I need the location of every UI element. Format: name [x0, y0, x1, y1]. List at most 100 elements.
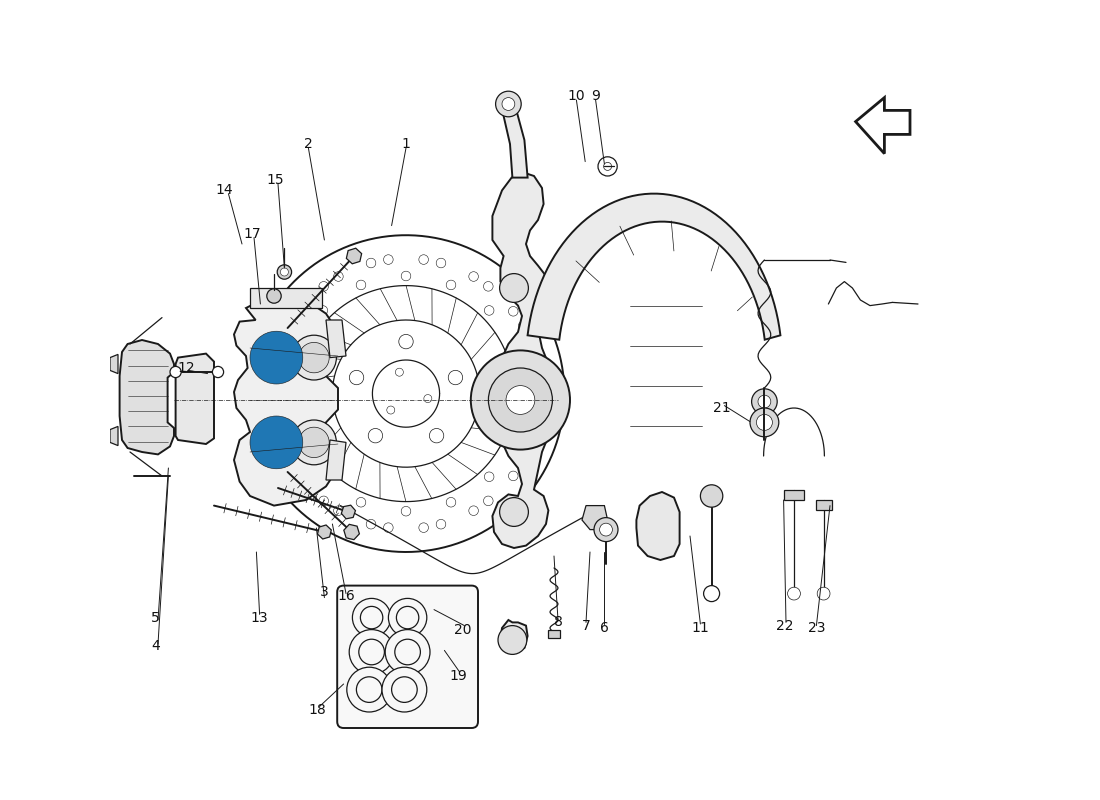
Polygon shape	[326, 320, 346, 358]
Circle shape	[704, 586, 719, 602]
Circle shape	[284, 389, 294, 398]
Polygon shape	[346, 248, 362, 264]
Polygon shape	[500, 620, 528, 652]
Circle shape	[349, 630, 394, 674]
Circle shape	[531, 424, 541, 434]
Polygon shape	[528, 194, 780, 340]
Circle shape	[508, 471, 518, 481]
Circle shape	[488, 368, 552, 432]
Circle shape	[352, 598, 390, 637]
Polygon shape	[549, 630, 560, 638]
Text: 16: 16	[337, 589, 355, 603]
Polygon shape	[341, 505, 355, 519]
Circle shape	[267, 289, 282, 303]
Circle shape	[536, 371, 544, 381]
Circle shape	[447, 498, 455, 507]
Polygon shape	[120, 340, 174, 454]
Text: 13: 13	[251, 610, 268, 625]
Circle shape	[471, 350, 570, 450]
Circle shape	[419, 523, 428, 533]
Circle shape	[318, 472, 328, 482]
Circle shape	[387, 406, 395, 414]
Text: 21: 21	[713, 401, 730, 415]
Circle shape	[319, 496, 329, 506]
Circle shape	[267, 406, 277, 416]
Circle shape	[402, 506, 410, 516]
Circle shape	[333, 506, 343, 515]
Circle shape	[447, 280, 455, 290]
Circle shape	[484, 282, 493, 291]
Circle shape	[319, 282, 329, 291]
Polygon shape	[234, 292, 338, 506]
Circle shape	[293, 434, 303, 443]
Circle shape	[817, 587, 830, 600]
Text: 19: 19	[449, 669, 466, 683]
Circle shape	[484, 306, 494, 315]
Circle shape	[280, 268, 288, 276]
Text: 15: 15	[267, 173, 285, 187]
Circle shape	[261, 427, 292, 458]
FancyBboxPatch shape	[338, 586, 478, 728]
Circle shape	[392, 677, 417, 702]
Circle shape	[395, 639, 420, 665]
Circle shape	[751, 389, 778, 414]
Circle shape	[519, 389, 528, 398]
Polygon shape	[250, 288, 322, 308]
Circle shape	[388, 598, 427, 637]
Polygon shape	[815, 500, 832, 510]
Circle shape	[701, 485, 723, 507]
Circle shape	[604, 162, 612, 170]
Circle shape	[250, 416, 303, 469]
Text: 4: 4	[151, 639, 160, 654]
Circle shape	[366, 258, 376, 268]
Circle shape	[484, 496, 493, 506]
Text: 9: 9	[591, 89, 600, 103]
Polygon shape	[637, 492, 680, 560]
Circle shape	[757, 414, 772, 430]
Circle shape	[294, 306, 304, 316]
Circle shape	[469, 506, 478, 515]
Circle shape	[518, 456, 528, 466]
Circle shape	[499, 498, 528, 526]
Circle shape	[384, 254, 393, 264]
Circle shape	[502, 98, 515, 110]
Circle shape	[299, 342, 329, 373]
Polygon shape	[110, 426, 118, 446]
Polygon shape	[500, 100, 528, 178]
Circle shape	[318, 306, 328, 315]
Circle shape	[536, 406, 544, 416]
Circle shape	[292, 335, 337, 380]
Circle shape	[437, 258, 446, 268]
Polygon shape	[856, 98, 910, 154]
Text: 20: 20	[454, 622, 472, 637]
Circle shape	[750, 408, 779, 437]
Circle shape	[437, 519, 446, 529]
Circle shape	[788, 587, 801, 600]
Circle shape	[356, 677, 382, 702]
Text: 7: 7	[582, 618, 591, 633]
Polygon shape	[582, 506, 607, 530]
Circle shape	[294, 471, 304, 481]
Circle shape	[284, 456, 294, 466]
Circle shape	[368, 429, 383, 443]
Circle shape	[299, 427, 329, 458]
Circle shape	[424, 394, 432, 402]
Circle shape	[170, 366, 182, 378]
Circle shape	[598, 157, 617, 176]
Text: 2: 2	[304, 137, 312, 151]
Circle shape	[758, 395, 771, 408]
Text: 22: 22	[776, 618, 793, 633]
Circle shape	[382, 667, 427, 712]
Circle shape	[396, 606, 419, 629]
Text: 10: 10	[568, 89, 585, 103]
Circle shape	[356, 498, 366, 507]
Circle shape	[250, 331, 303, 384]
Circle shape	[366, 519, 376, 529]
Circle shape	[292, 420, 337, 465]
Circle shape	[449, 370, 463, 385]
Circle shape	[484, 472, 494, 482]
Text: 14: 14	[216, 183, 233, 198]
Circle shape	[498, 626, 527, 654]
Circle shape	[254, 420, 299, 465]
Circle shape	[531, 354, 541, 363]
